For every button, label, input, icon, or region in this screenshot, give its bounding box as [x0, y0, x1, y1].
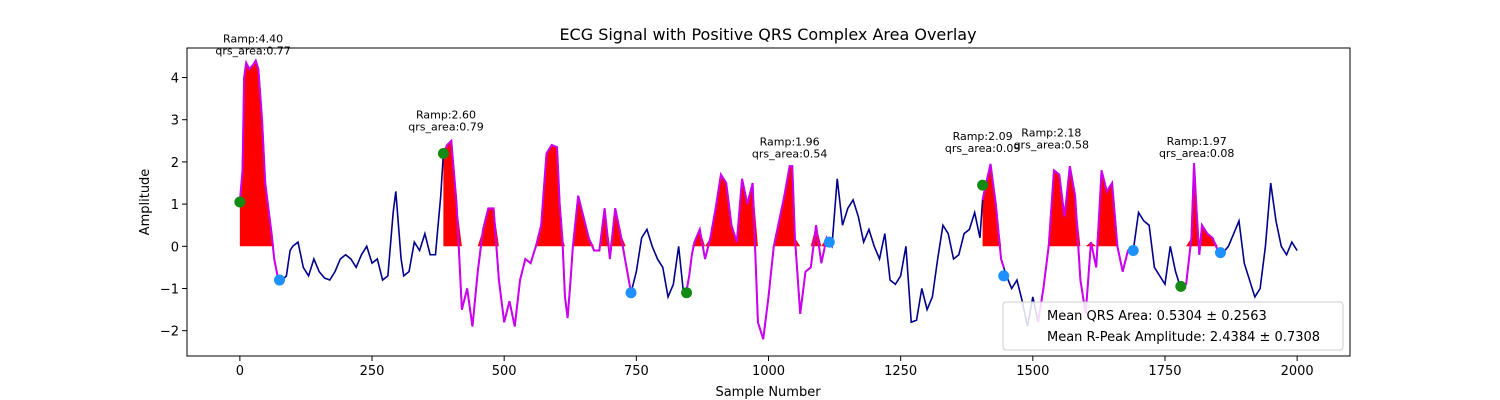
peak-annotation-ramp-2: Ramp:1.96: [760, 136, 820, 149]
qrs-segment-line-2: [685, 165, 831, 340]
qrs-onset-marker-1: [437, 147, 449, 159]
y-axis-label: Amplitude: [138, 169, 153, 236]
y-axis-ticks: −2 −1 0 1 2 3 4: [160, 72, 187, 340]
y-tick-label-3: 3: [171, 114, 179, 129]
qrs-offset-marker-1: [625, 287, 637, 299]
peak-annotation-ramp-0: Ramp:4.40: [223, 33, 283, 46]
chart-title: ECG Signal with Positive QRS Complex Are…: [559, 25, 976, 44]
markers: [234, 147, 1226, 299]
peak-annotation-qrs-area-3: qrs_area:0.09: [945, 142, 1020, 155]
peak-annotation-qrs-area-2: qrs_area:0.54: [752, 148, 827, 161]
x-axis-label: Sample Number: [715, 385, 821, 400]
peak-annotation-qrs-area-0: qrs_area:0.77: [215, 45, 290, 58]
qrs-offset-marker-4: [1127, 245, 1139, 257]
peak-annotation-5: Ramp:1.97 qrs_area:0.08: [1159, 135, 1234, 160]
peak-annotation-qrs-area-1: qrs_area:0.79: [408, 121, 483, 134]
ecg-lines: [238, 58, 1298, 340]
peak-annotation-3: Ramp:2.09 qrs_area:0.09: [945, 130, 1020, 155]
qrs-onset-marker-3: [977, 179, 989, 191]
peak-annotation-1: Ramp:2.60 qrs_area:0.79: [408, 109, 483, 134]
peak-annotation-qrs-area-4: qrs_area:0.58: [1014, 138, 1089, 151]
peak-annotation-4: Ramp:2.18 qrs_area:0.58: [1014, 126, 1089, 151]
y-tick-label-2: 2: [171, 156, 179, 171]
x-tick-label-1750: 1750: [1148, 364, 1181, 379]
peak-annotation-ramp-5: Ramp:1.97: [1167, 135, 1227, 148]
qrs-area-fill-0: [239, 60, 280, 247]
qrs-area-fill-2: [686, 166, 830, 247]
y-tick-label-1: 1: [171, 198, 179, 213]
peak-annotation-0: Ramp:4.40 qrs_area:0.77: [215, 33, 290, 58]
x-tick-label-750: 750: [624, 364, 649, 379]
y-tick-label--2: −2: [160, 325, 179, 340]
qrs-segment-line-1: [442, 138, 633, 327]
x-axis-ticks: 0 250 500 750 1000 1250 1500 1750 2000: [236, 356, 1314, 379]
peak-annotation-ramp-1: Ramp:2.60: [416, 109, 476, 122]
qrs-onset-marker-0: [234, 196, 246, 208]
x-tick-label-0: 0: [236, 364, 244, 379]
qrs-segment-line-5: [1180, 163, 1221, 290]
qrs-area-fill-3: [982, 164, 1004, 247]
qrs-offset-marker-2: [823, 236, 835, 248]
legend-entry-r-peak: Mean R-Peak Amplitude: 2.4384 ± 0.7308: [1047, 330, 1320, 345]
x-tick-label-250: 250: [360, 364, 385, 379]
peak-annotation-ramp-4: Ramp:2.18: [1021, 126, 1081, 139]
x-tick-label-1000: 1000: [752, 364, 785, 379]
legend: Mean QRS Area: 0.5304 ± 0.2563 Mean R-Pe…: [1002, 301, 1344, 351]
qrs-offset-marker-3: [998, 270, 1010, 282]
peak-annotation-qrs-area-5: qrs_area:0.08: [1159, 147, 1234, 160]
legend-entry-qrs-area: Mean QRS Area: 0.5304 ± 0.2563: [1047, 309, 1267, 324]
y-tick-label--1: −1: [160, 282, 179, 297]
peak-annotation-ramp-3: Ramp:2.09: [953, 130, 1013, 143]
qrs-segment-line-0: [238, 58, 280, 280]
qrs-onset-marker-2: [681, 287, 693, 299]
y-tick-label-4: 4: [171, 72, 179, 87]
qrs-onset-marker-4: [1175, 280, 1187, 292]
peak-annotation-2: Ramp:1.96 qrs_area:0.54: [752, 136, 827, 161]
x-tick-label-2000: 2000: [1281, 364, 1314, 379]
qrs-offset-marker-5: [1214, 247, 1226, 259]
x-tick-label-500: 500: [492, 364, 517, 379]
x-tick-label-1500: 1500: [1016, 364, 1049, 379]
y-tick-label-0: 0: [171, 240, 179, 255]
legend-box: [1002, 301, 1344, 351]
qrs-area-fill-1: [443, 140, 632, 247]
x-tick-label-1250: 1250: [884, 364, 917, 379]
qrs-offset-marker-0: [274, 274, 286, 286]
qrs-area-fill-4: [1038, 166, 1134, 247]
